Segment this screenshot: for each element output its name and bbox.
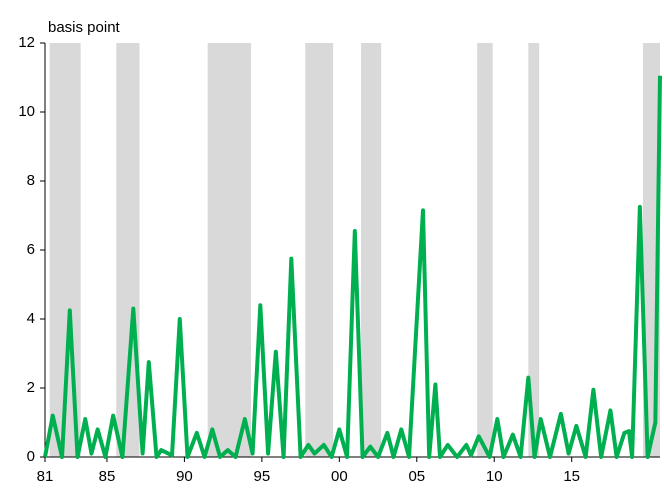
shaded-period [477,43,493,457]
x-tick-label: 90 [176,468,193,485]
shaded-period [361,43,382,457]
y-tick-label: 6 [27,241,35,258]
shaded-period [305,43,334,457]
shaded-period [207,43,252,457]
y-tick-label: 10 [18,103,35,120]
y-tick-label: 12 [18,34,35,51]
y-tick-label: 4 [27,310,35,327]
y-tick-label: 0 [27,448,35,465]
y-tick-label: 2 [27,379,35,396]
y-tick-label: 8 [27,172,35,189]
x-tick-label: 15 [563,468,580,485]
shaded-period [116,43,140,457]
x-tick-label: 95 [254,468,271,485]
y-axis-label: basis point [48,19,121,36]
data-line [43,75,662,459]
shaded-period [528,43,540,457]
x-tick-label: 81 [37,468,54,485]
x-tick-label: 05 [408,468,425,485]
x-tick-label: 10 [486,468,503,485]
x-tick-label: 00 [331,468,348,485]
x-tick-label: 85 [99,468,116,485]
